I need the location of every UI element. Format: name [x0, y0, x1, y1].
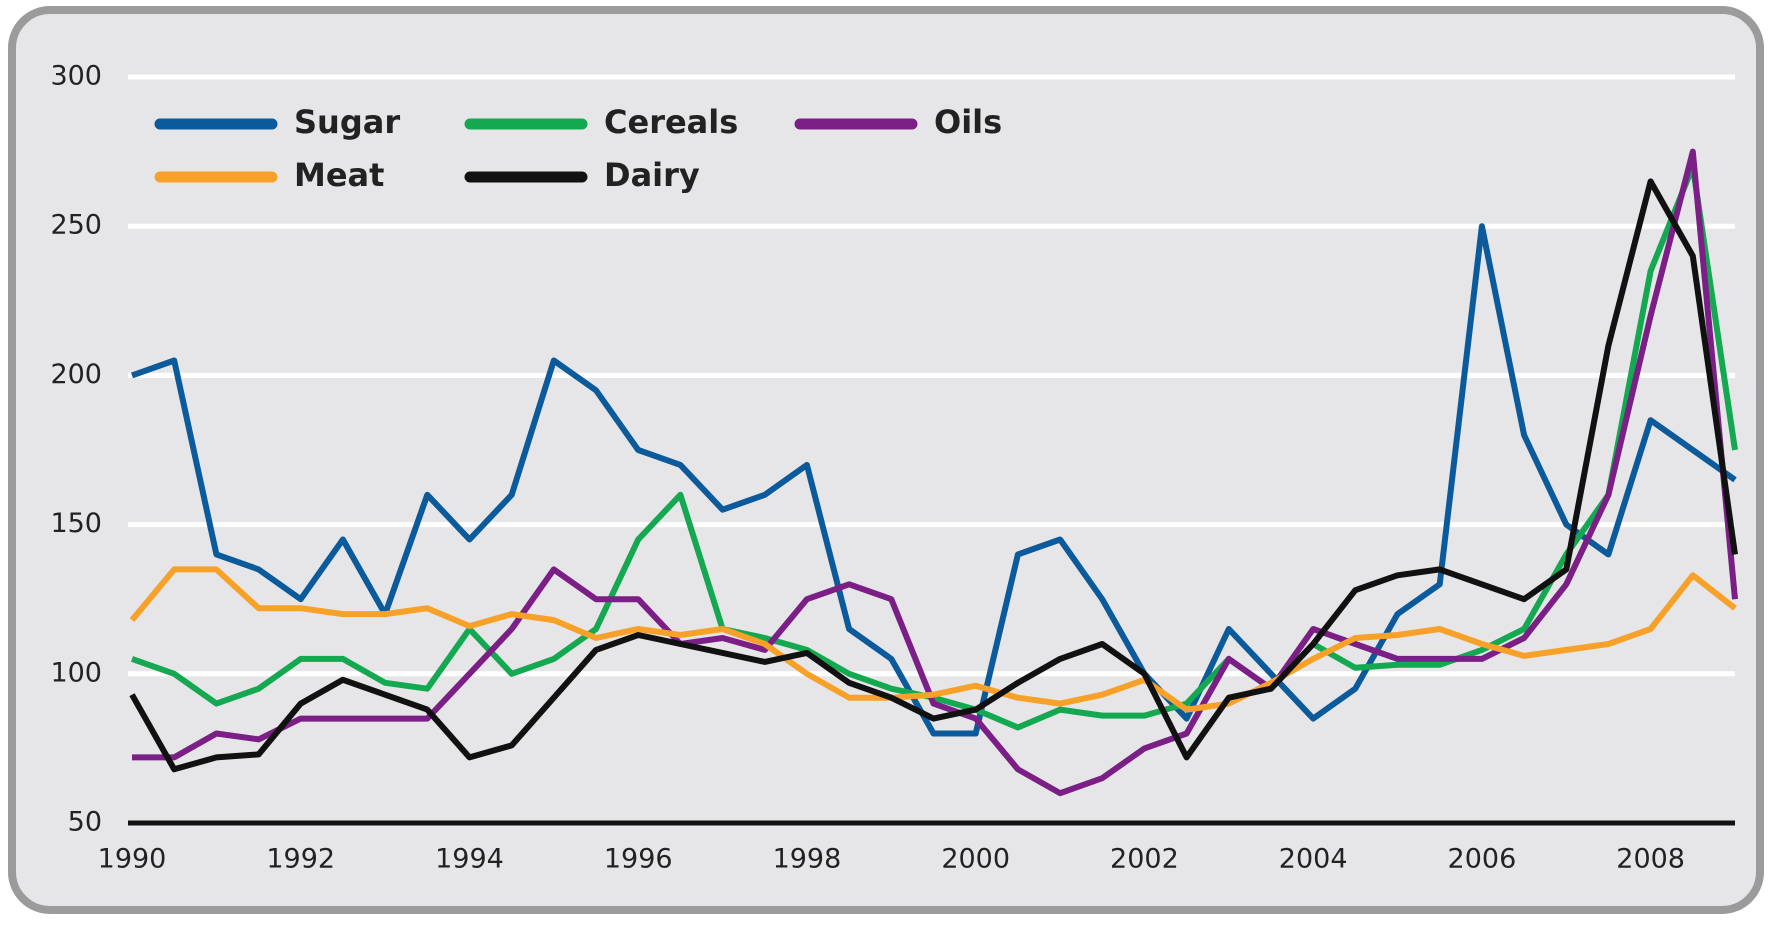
x-tick-label: 1994	[435, 844, 504, 875]
series-line	[132, 148, 1738, 797]
y-tick-label: 250	[50, 210, 102, 241]
y-tick-label: 300	[50, 61, 102, 92]
y-tick-label: 200	[50, 359, 102, 390]
y-tick-label: 50	[68, 807, 102, 838]
x-tick-label: 2004	[1279, 844, 1348, 875]
x-tick-label: 1996	[604, 844, 673, 875]
series-line	[129, 566, 1737, 713]
x-tick-label: 1990	[98, 844, 167, 875]
x-tick-label: 1998	[773, 844, 842, 875]
legend-label: Oils	[934, 103, 1002, 141]
legend-label: Dairy	[604, 156, 700, 194]
x-tick-label: 2000	[941, 844, 1010, 875]
legend-label: Cereals	[604, 103, 738, 141]
x-tick-label: 1992	[266, 844, 335, 875]
y-tick-label: 150	[50, 508, 102, 539]
series-line	[131, 223, 1737, 737]
series-line	[129, 178, 1738, 773]
chart-frame	[8, 6, 1764, 914]
x-tick-label: 2002	[1110, 844, 1179, 875]
legend-label: Sugar	[294, 103, 400, 141]
legend-label: Meat	[294, 156, 384, 194]
x-tick-label: 2008	[1616, 844, 1685, 875]
x-tick-label: 2006	[1448, 844, 1517, 875]
y-tick-label: 100	[50, 657, 102, 688]
